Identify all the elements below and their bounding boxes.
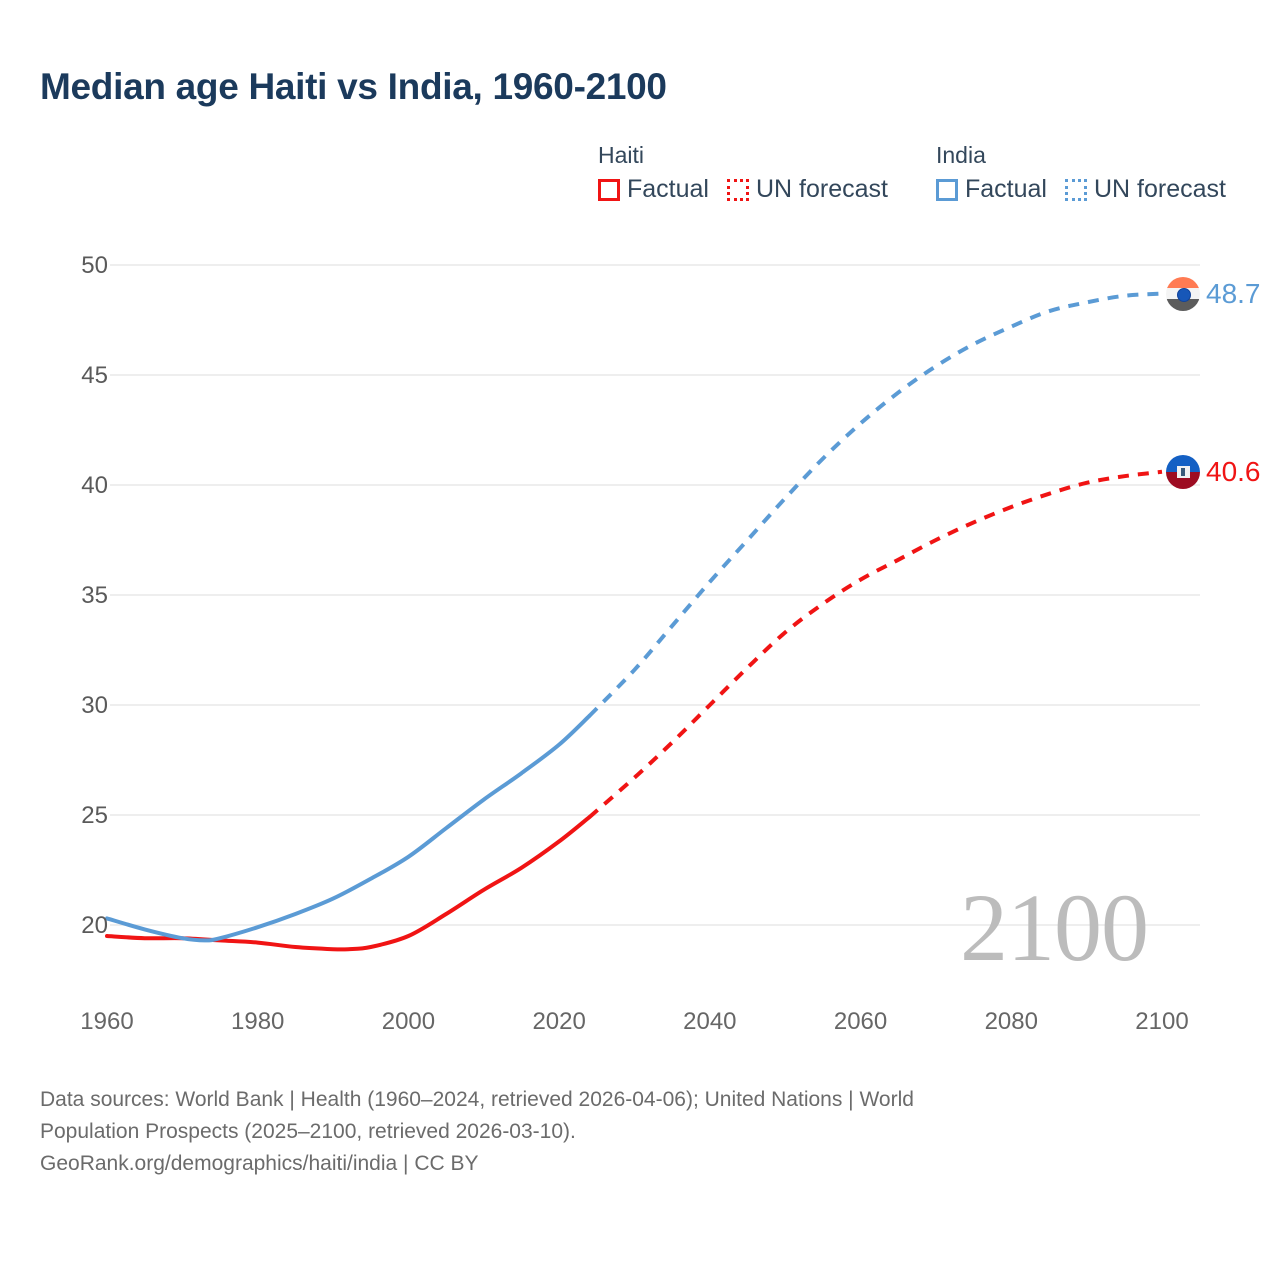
footer-line-3[interactable]: GeoRank.org/demographics/haiti/india | C… — [40, 1152, 479, 1175]
legend-group-haiti: Haiti Factual UN forecast — [598, 142, 888, 204]
endpoint-india: 48.7 — [1166, 276, 1261, 311]
legend-label-haiti-factual: Factual — [627, 175, 709, 203]
footer-sources: Data sources: World Bank | Health (1960–… — [40, 1084, 1220, 1180]
series-line-factual-haiti — [105, 815, 592, 952]
x-tick-label: 1980 — [231, 1008, 285, 1035]
x-tick-label: 2040 — [683, 1008, 737, 1035]
y-tick-label: 50 — [81, 252, 108, 279]
legend-item-india-forecast[interactable]: UN forecast — [1064, 175, 1226, 204]
legend-group-india: India Factual UN forecast — [936, 142, 1226, 204]
chart-legend: Haiti Factual UN forecast India Factual — [598, 142, 1258, 222]
legend-swatch-dotted-icon — [726, 178, 749, 201]
y-tick-label: 45 — [81, 362, 108, 389]
x-tick-label: 1960 — [80, 1008, 134, 1035]
x-tick-label: 2100 — [1135, 1008, 1189, 1035]
series-line-factual-india — [105, 714, 592, 943]
endpoint-value-india: 48.7 — [1206, 277, 1261, 309]
y-tick-label: 25 — [81, 802, 108, 829]
legend-item-haiti-factual[interactable]: Factual — [598, 175, 709, 204]
y-tick-label: 35 — [81, 582, 108, 609]
legend-label-india-factual: Factual — [965, 175, 1047, 203]
year-watermark: 2100 — [960, 874, 1149, 981]
legend-label-haiti-forecast: UN forecast — [755, 175, 888, 203]
legend-country-haiti: Haiti — [598, 142, 645, 168]
haiti-flag-icon — [1166, 454, 1200, 489]
x-tick-label: 2080 — [984, 1008, 1038, 1035]
x-tick-label: 2020 — [532, 1008, 586, 1035]
page-title: Median age Haiti vs India, 1960-2100 — [40, 66, 667, 107]
x-tick-label: 2060 — [833, 1008, 888, 1035]
series-line-forecast-haiti — [587, 469, 1163, 819]
y-tick-label: 20 — [81, 912, 108, 939]
chart-canvas — [105, 264, 1200, 952]
y-tick-label: 30 — [81, 692, 108, 719]
legend-item-india-factual[interactable]: Factual — [936, 175, 1047, 204]
footer-line-1: Data sources: World Bank | Health (1960–… — [40, 1088, 914, 1111]
y-tick-label: 40 — [81, 472, 108, 499]
endpoint-haiti: 40.6 — [1166, 454, 1261, 489]
legend-swatch-dotted-icon — [1064, 178, 1087, 201]
legend-item-haiti-forecast[interactable]: UN forecast — [726, 175, 888, 204]
x-tick-label: 2000 — [381, 1008, 436, 1035]
legend-swatch-solid-icon — [936, 178, 958, 201]
endpoint-value-haiti: 40.6 — [1206, 455, 1261, 487]
india-flag-icon — [1166, 276, 1200, 311]
legend-swatch-solid-icon — [598, 178, 620, 201]
series-line-forecast-india — [587, 291, 1163, 718]
legend-country-india: India — [936, 142, 986, 168]
footer-line-2: Population Prospects (2025–2100, retriev… — [40, 1120, 576, 1143]
legend-label-india-forecast: UN forecast — [1093, 175, 1226, 203]
